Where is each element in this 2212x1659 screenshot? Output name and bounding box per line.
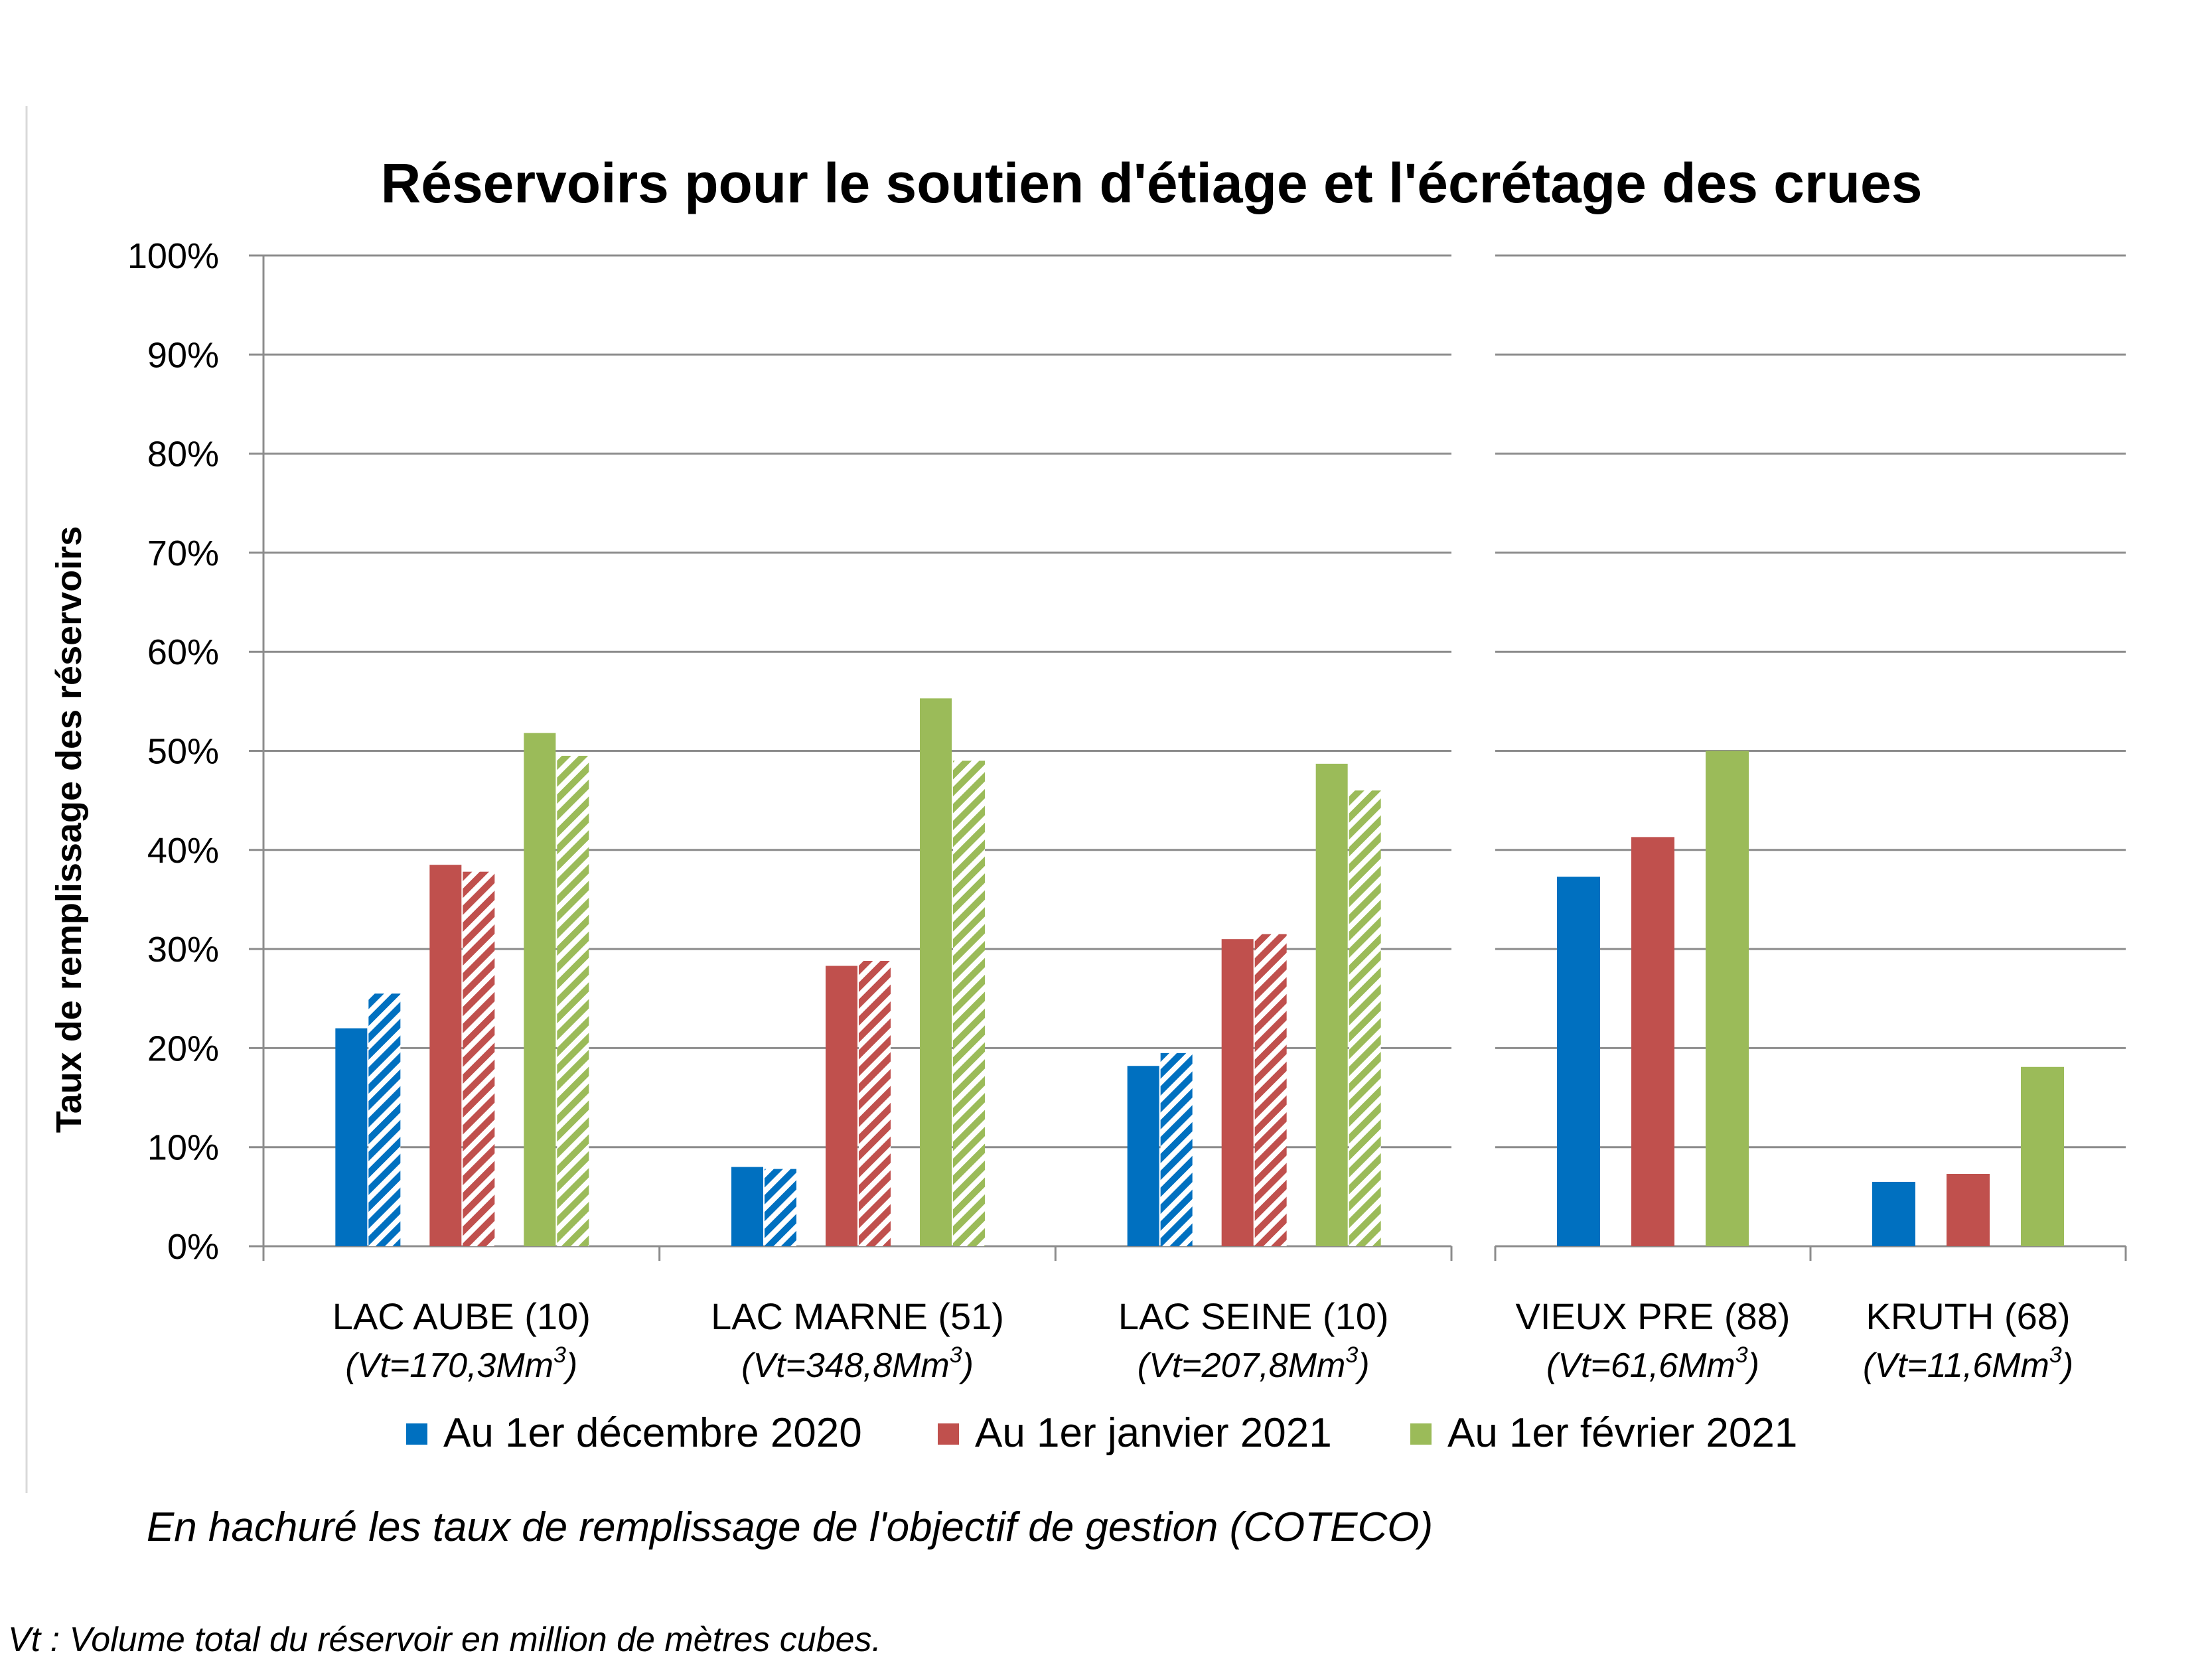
y-tick-label: 90% bbox=[147, 335, 219, 375]
bar-jan bbox=[826, 966, 857, 1246]
category-volume: (Vt=348,8Mm3) bbox=[741, 1342, 974, 1385]
legend-swatch-jan bbox=[938, 1423, 959, 1445]
y-tick-label: 70% bbox=[147, 534, 219, 573]
bar-jan bbox=[1631, 837, 1674, 1246]
bar-feb bbox=[920, 698, 952, 1246]
bar-target-feb bbox=[557, 755, 589, 1246]
bar-jan bbox=[1221, 939, 1254, 1246]
category-label: LAC SEINE (10) bbox=[1118, 1295, 1389, 1337]
category-label: LAC AUBE (10) bbox=[332, 1295, 591, 1337]
y-tick-label: 60% bbox=[147, 632, 219, 672]
category-volume: (Vt=170,3Mm3) bbox=[345, 1342, 577, 1385]
y-tick-label: 20% bbox=[147, 1029, 219, 1068]
category-label: VIEUX PRE (88) bbox=[1516, 1295, 1791, 1337]
legend-swatch-dec bbox=[406, 1423, 427, 1445]
y-tick-label: 50% bbox=[147, 732, 219, 772]
bar-target-dec bbox=[765, 1169, 796, 1246]
bar-jan bbox=[1947, 1174, 1990, 1246]
category-volume: (Vt=11,6Mm3) bbox=[1863, 1342, 2073, 1385]
bar-feb bbox=[2021, 1066, 2064, 1246]
bar-target-jan bbox=[1254, 934, 1287, 1246]
bar-dec bbox=[1557, 877, 1600, 1246]
bar-dec bbox=[335, 1028, 368, 1246]
bar-dec bbox=[1872, 1181, 1915, 1246]
category-volume: (Vt=207,8Mm3) bbox=[1138, 1342, 1370, 1385]
bar-target-jan bbox=[859, 961, 891, 1246]
category-label: LAC MARNE (51) bbox=[711, 1295, 1004, 1337]
volume-footnote: Vt : Volume total du réservoir en millio… bbox=[8, 1621, 881, 1659]
category-labels: LAC AUBE (10) (Vt=170,3Mm3) LAC MARNE (51)… bbox=[332, 1295, 2073, 1385]
bars bbox=[335, 698, 2064, 1246]
bar-dec bbox=[1127, 1066, 1159, 1246]
bar-target-feb bbox=[953, 760, 985, 1246]
legend-label-dec: Au 1er décembre 2020 bbox=[443, 1410, 862, 1456]
bar-feb bbox=[524, 733, 556, 1246]
legend-label-feb: Au 1er février 2021 bbox=[1447, 1410, 1797, 1456]
chart-title: Réservoirs pour le soutien d'étiage et l… bbox=[381, 152, 1923, 214]
bar-target-dec bbox=[368, 993, 401, 1246]
y-tick-labels: 0% 10% 20% 30% 40% 50% 60% 70% 80% 90% 100% bbox=[127, 236, 219, 1267]
bar-target-dec bbox=[1160, 1052, 1193, 1246]
y-tick-label: 30% bbox=[147, 930, 219, 970]
y-tick-label: 80% bbox=[147, 435, 219, 474]
legend-label-jan: Au 1er janvier 2021 bbox=[975, 1410, 1332, 1456]
y-tick-label: 100% bbox=[127, 236, 219, 276]
category-label: KRUTH (68) bbox=[1866, 1295, 2070, 1337]
bar-feb bbox=[1315, 763, 1348, 1246]
y-tick-label: 10% bbox=[147, 1128, 219, 1168]
bar-feb bbox=[1706, 751, 1749, 1246]
y-axis-label: Taux de remplissage des réservoirs bbox=[49, 526, 89, 1133]
bar-dec bbox=[731, 1167, 763, 1246]
bar-jan bbox=[429, 865, 462, 1246]
hatch-note: En hachuré les taux de remplissage de l'… bbox=[147, 1504, 1433, 1550]
category-volume: (Vt=61,6Mm3) bbox=[1546, 1342, 1759, 1385]
legend: Au 1er décembre 2020 Au 1er janvier 2021… bbox=[406, 1410, 1797, 1456]
bar-target-feb bbox=[1349, 790, 1381, 1246]
legend-swatch-feb bbox=[1410, 1423, 1432, 1445]
y-tick-label: 0% bbox=[167, 1227, 219, 1267]
bar-target-jan bbox=[463, 871, 495, 1246]
y-tick-label: 40% bbox=[147, 831, 219, 871]
